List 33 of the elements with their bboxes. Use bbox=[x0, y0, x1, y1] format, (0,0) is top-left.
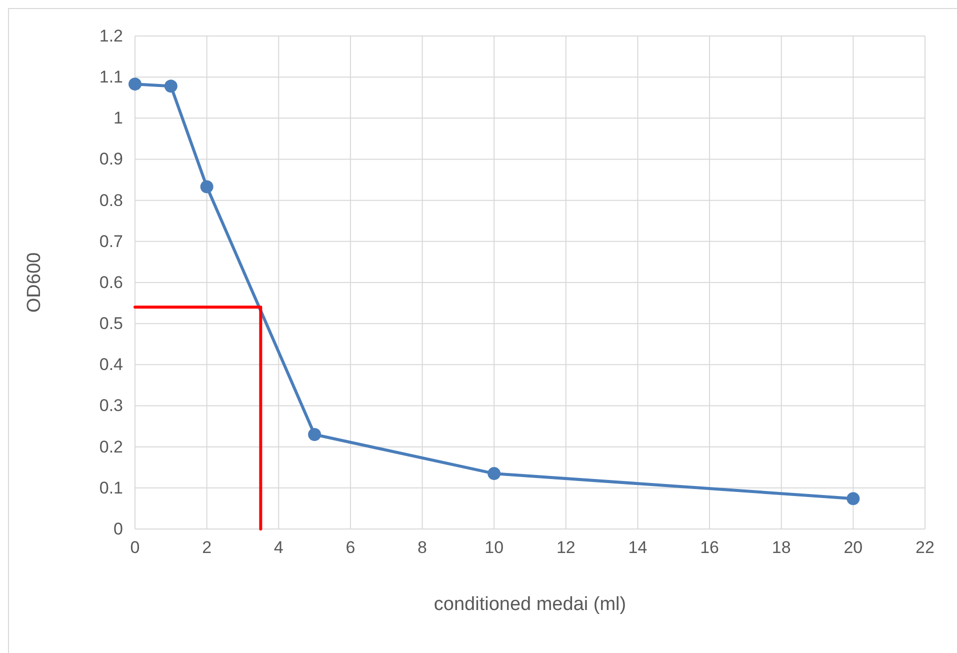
point bbox=[128, 78, 142, 91]
y-tick-label: 0.9 bbox=[99, 150, 123, 169]
x-tick-label: 4 bbox=[274, 538, 284, 558]
x-tick-label: 22 bbox=[916, 538, 934, 558]
y-tick-label: 0.2 bbox=[99, 437, 123, 456]
x-tick-label: 10 bbox=[484, 538, 504, 558]
x-axis-title: conditioned medai (ml) bbox=[434, 594, 626, 615]
y-tick-label: 0 bbox=[114, 519, 123, 538]
point bbox=[164, 80, 178, 93]
point bbox=[488, 467, 501, 480]
y-tick-label: 0.7 bbox=[99, 232, 123, 251]
x-tick-label: 6 bbox=[346, 538, 356, 558]
point bbox=[200, 180, 214, 194]
y-axis-title: OD600 bbox=[24, 252, 45, 313]
x-tick-label: 14 bbox=[628, 538, 648, 558]
point bbox=[308, 428, 322, 442]
y-tick-label: 0.8 bbox=[99, 190, 123, 210]
y-tick-label: 0.6 bbox=[99, 272, 123, 292]
x-tick-label: 20 bbox=[844, 538, 863, 558]
x-tick-label: 12 bbox=[556, 538, 576, 558]
y-tick-label: 0.5 bbox=[99, 314, 123, 334]
y-tick-label: 0.1 bbox=[99, 478, 123, 498]
y-tick-label: 1.2 bbox=[99, 26, 123, 46]
x-tick-label: 8 bbox=[418, 538, 428, 558]
y-tick-label: 1 bbox=[114, 108, 123, 128]
x-tick-label: 18 bbox=[772, 538, 791, 558]
point bbox=[846, 492, 860, 506]
x-tick-label: 0 bbox=[130, 538, 140, 558]
y-tick-label: 1.1 bbox=[99, 68, 123, 87]
x-tick-label: 2 bbox=[202, 538, 212, 558]
x-tick-label: 16 bbox=[700, 538, 720, 558]
y-tick-label: 0.4 bbox=[99, 355, 123, 374]
y-tick-label: 0.3 bbox=[99, 396, 123, 416]
